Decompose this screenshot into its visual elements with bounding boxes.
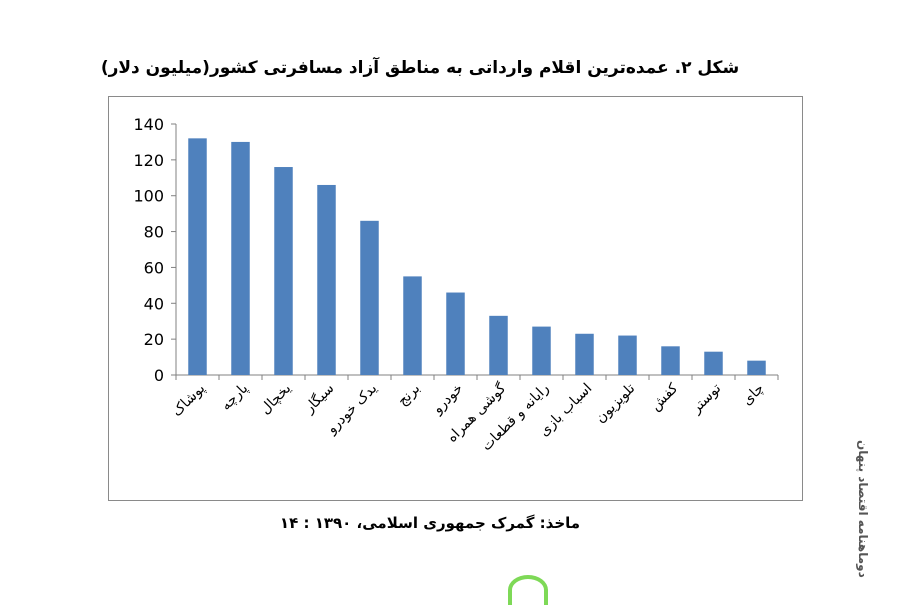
x-tick-label: یخچال xyxy=(257,380,294,417)
bar xyxy=(575,333,594,375)
y-tick-label: 0 xyxy=(154,366,164,385)
y-tick-label: 100 xyxy=(133,187,164,206)
bar xyxy=(317,184,336,375)
y-tick-label: 40 xyxy=(144,294,164,313)
bar xyxy=(661,346,680,375)
bar xyxy=(489,315,508,375)
bar xyxy=(231,141,250,375)
y-tick-label: 120 xyxy=(133,151,164,170)
chart-frame xyxy=(108,96,803,501)
bar xyxy=(532,326,551,375)
chart-title: شکل ۲. عمده‌ترین اقلام وارداتی به مناطق … xyxy=(100,58,740,78)
x-tick-label: خودرو xyxy=(429,381,466,418)
x-tick-label: پارچه xyxy=(218,380,251,413)
x-tick-label: توستر xyxy=(688,380,725,417)
y-tick-label: 80 xyxy=(144,223,164,242)
y-tick-label: 140 xyxy=(133,115,164,134)
x-tick-label: سیگار xyxy=(300,380,337,417)
bar xyxy=(403,276,422,375)
logo-mark xyxy=(508,575,548,605)
bar xyxy=(274,167,293,375)
x-tick-label: برنج xyxy=(395,381,424,410)
x-tick-label: کفش xyxy=(648,380,682,414)
source-note: ماخذ: گمرک جمهوری اسلامی، ۱۳۹۰ : ۱۴ xyxy=(279,514,581,532)
bar xyxy=(704,351,723,375)
bar xyxy=(188,138,207,375)
x-tick-label: چای xyxy=(739,381,767,409)
x-tick-label: پوشاک xyxy=(169,380,208,419)
y-tick-label: 20 xyxy=(144,330,164,349)
y-tick-label: 60 xyxy=(144,258,164,277)
bar xyxy=(618,335,637,375)
bar xyxy=(446,292,465,375)
publisher-watermark: دوماهنامه اقتصاد پنهان xyxy=(856,440,870,578)
bar xyxy=(747,360,766,375)
x-tick-label: تلویزیون xyxy=(593,380,639,426)
bar xyxy=(360,220,379,375)
